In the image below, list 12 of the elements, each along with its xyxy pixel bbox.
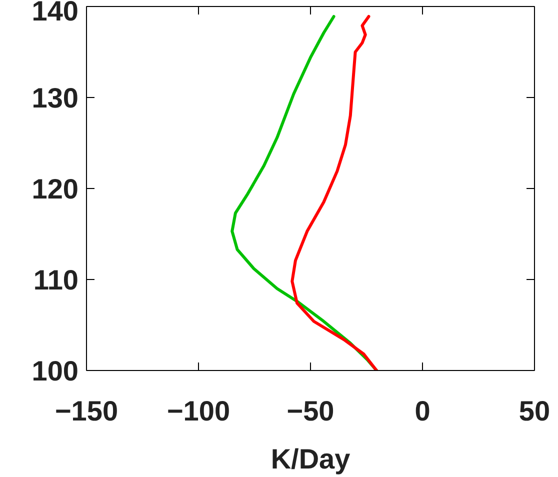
- x-tick-label: 0: [414, 396, 430, 426]
- y-tick-label: 120: [32, 174, 78, 204]
- x-tick-label: −100: [166, 396, 230, 426]
- x-axis-title: K/Day: [270, 444, 351, 474]
- y-tick-label: 140: [32, 0, 78, 26]
- x-tick-label: −150: [54, 396, 118, 426]
- line-series: [290, 15, 378, 370]
- y-tick-label: 100: [32, 356, 78, 386]
- x-tick-label: −50: [286, 396, 334, 426]
- y-tick-label: 130: [32, 82, 78, 114]
- y-tick-label: 110: [33, 264, 78, 296]
- x-tick-label: 50: [518, 396, 550, 426]
